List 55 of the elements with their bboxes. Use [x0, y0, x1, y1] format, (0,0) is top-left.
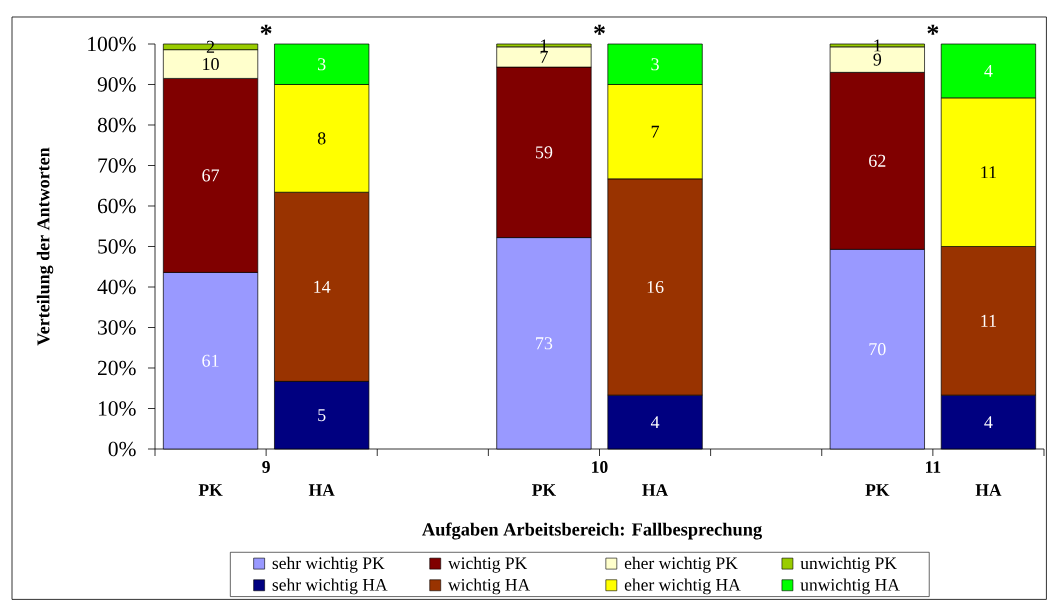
y-tick-label: 0%: [108, 441, 136, 457]
legend-label: wichtig PK: [448, 556, 528, 573]
y-axis-title: Verteilung der Antworten: [36, 147, 54, 346]
legend-label: eher wichtig HA: [624, 578, 741, 595]
annotation: 16: [647, 280, 664, 294]
y-tick-label: 80%: [97, 117, 136, 133]
annotation: 11: [981, 314, 997, 327]
annotation: 4: [650, 416, 660, 428]
y-tick-label: 70%: [98, 158, 136, 173]
y-tick-label: 60%: [97, 198, 136, 214]
legend-label: sehr wichtig HA: [272, 578, 388, 595]
y-tick-label: 40%: [97, 279, 136, 295]
legend-label: unwichtig HA: [800, 578, 900, 595]
y-tick-label: 30%: [98, 320, 136, 335]
y-tick-label: 90%: [97, 77, 136, 92]
annotation: 7: [651, 125, 660, 138]
legend-label: wichtig HA: [448, 578, 531, 595]
annotation: 9: [873, 53, 882, 66]
annotation: 73: [536, 337, 553, 350]
annotation: 5: [318, 409, 326, 422]
x-tick-label: HA: [642, 484, 669, 496]
x-tick-label: PK: [198, 484, 223, 496]
annotation: 62: [869, 154, 886, 167]
y-tick-label: 50%: [98, 239, 136, 254]
annotation: 4: [984, 65, 993, 77]
text: 9: [262, 461, 270, 473]
annotation: 70: [869, 343, 886, 356]
annotation: 11: [981, 166, 997, 179]
text: *: [594, 24, 605, 35]
annotation: 1: [541, 39, 548, 52]
annotation: 67: [202, 169, 220, 182]
text: *: [260, 24, 272, 35]
y-tick-label: 10%: [98, 401, 136, 416]
legend-label: unwichtig PK: [800, 556, 897, 573]
annotation: 3: [651, 58, 659, 71]
x-tick-label: HA: [975, 484, 1002, 496]
annotation: 7: [540, 51, 548, 63]
annotation: 3: [318, 58, 326, 71]
annotation: 4: [984, 416, 993, 428]
annotation: 8: [317, 132, 326, 145]
annotation: 61: [202, 354, 219, 367]
legend-label: sehr wichtig PK: [272, 556, 385, 573]
annotation: 14: [314, 280, 331, 293]
x-tick-label: HA: [308, 484, 335, 496]
x-tick-label: PK: [865, 484, 890, 496]
legend-label: eher wichtig PK: [624, 556, 738, 573]
x-tick-label: PK: [532, 484, 556, 496]
annotation: 10: [203, 57, 219, 71]
text: 10: [592, 461, 608, 473]
x-axis-title: Aufgaben Arbeitsbereich: Fallbesprechung: [422, 522, 762, 540]
text: *: [927, 24, 939, 35]
y-tick-label: 20%: [98, 360, 136, 376]
annotation: 59: [535, 146, 553, 159]
text: 11: [926, 461, 941, 473]
y-tick-label: 100%: [88, 36, 136, 52]
